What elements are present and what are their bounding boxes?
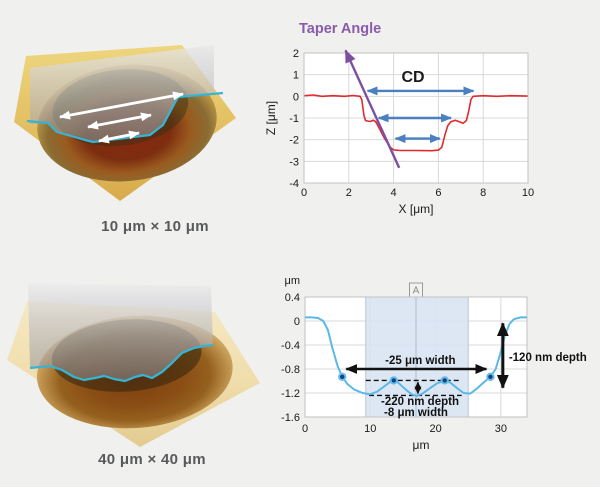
x-tick-label: 6 — [435, 187, 441, 199]
y-tick-label: 0 — [293, 91, 299, 103]
x-tick-label: 2 — [346, 187, 352, 199]
caption-40um: 40 μm × 40 μm — [98, 451, 206, 468]
x-tick-label: 4 — [391, 187, 397, 199]
profile-marker-dot — [338, 372, 347, 382]
section-band — [365, 297, 469, 417]
profile-marker-dot — [486, 372, 495, 382]
cd-label: CD — [401, 69, 424, 86]
x-tick-label: 0 — [302, 423, 308, 435]
afm-3d-image-10um — [14, 45, 236, 201]
taper-angle-arrow — [344, 49, 401, 169]
y-tick-label: 2 — [293, 48, 299, 60]
depth-120-label: -120 nm depth — [509, 352, 587, 364]
x-tick-label: 30 — [495, 423, 507, 435]
profile-marker-dot — [440, 376, 449, 385]
x-axis-label: μm — [413, 438, 430, 452]
section-profile-line-cyan — [29, 343, 214, 383]
width-25-label: -25 μm width — [385, 355, 455, 367]
depth-profile-curve — [305, 316, 527, 397]
y-tick-label: -4 — [289, 178, 299, 190]
y-axis-unit-label: μm — [284, 275, 300, 287]
y-tick-label: 0 — [294, 316, 300, 328]
cd-arrow-top-white — [59, 91, 184, 120]
width-depth-profile-chart: A -25 μm width -220 nm depth-8 μm width -12… — [281, 275, 587, 452]
x-tick-label: 0 — [301, 187, 307, 199]
x-tick-label: 10 — [522, 187, 534, 199]
width-8-label: -8 μm width — [384, 407, 448, 419]
cd-arrow-middle-white — [87, 112, 152, 130]
cross-section-plane — [28, 283, 213, 381]
y-tick-label: 0.4 — [285, 292, 300, 304]
y-tick-label: -1 — [289, 113, 299, 125]
cd-arrow-bottom-white — [98, 130, 140, 144]
y-tick-label: -1.2 — [281, 388, 300, 400]
y-tick-label: -3 — [289, 156, 299, 168]
afm-3d-image-40um — [7, 283, 260, 447]
x-tick-label: 10 — [364, 423, 376, 435]
y-tick-label: -0.4 — [281, 340, 300, 352]
plot-border — [304, 296, 528, 418]
profile-marker-dot — [389, 376, 399, 385]
y-tick-label: -2 — [289, 135, 299, 147]
taper-angle-title: Taper Angle — [299, 21, 381, 37]
y-tick-label: -0.8 — [281, 364, 300, 376]
plot-border — [303, 52, 529, 184]
y-tick-label: 1 — [293, 70, 299, 82]
caption-10um: 10 μm × 10 μm — [101, 218, 209, 235]
y-tick-label: -1.6 — [281, 412, 300, 424]
depth-220-label: -220 nm depth — [381, 396, 459, 408]
y-axis-label: Z [μm] — [264, 101, 278, 135]
x-axis-label: X [μm] — [399, 202, 434, 216]
x-tick-label: 8 — [480, 187, 486, 199]
depth-profile-curve — [303, 94, 529, 152]
section-label: A — [413, 286, 420, 297]
x-tick-label: 20 — [429, 423, 441, 435]
